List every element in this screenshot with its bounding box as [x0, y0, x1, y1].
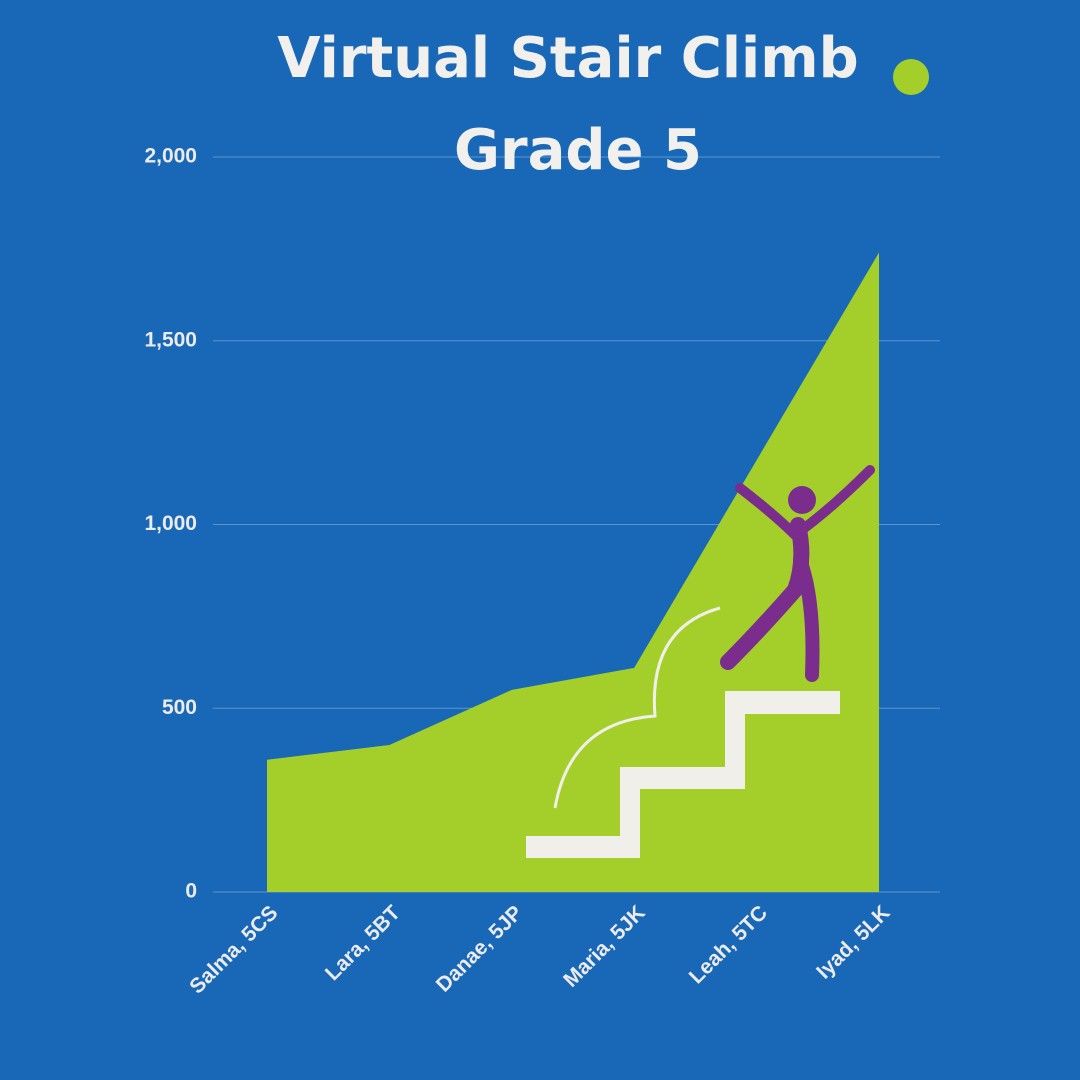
chart-subtitle: Grade 5 [454, 118, 702, 183]
figure-head [788, 486, 816, 514]
stairs-icon [526, 691, 840, 858]
y-tick-label: 1,000 [144, 512, 197, 535]
y-tick-label: 1,500 [144, 328, 197, 351]
y-tick-label: 0 [185, 880, 197, 903]
chart-title: Virtual Stair Climb [277, 26, 858, 91]
figure-icon [720, 465, 875, 682]
dot-decoration [893, 59, 929, 95]
arc-decoration [553, 606, 721, 809]
y-tick-label: 500 [162, 696, 197, 719]
y-tick-label: 2,000 [144, 145, 197, 168]
